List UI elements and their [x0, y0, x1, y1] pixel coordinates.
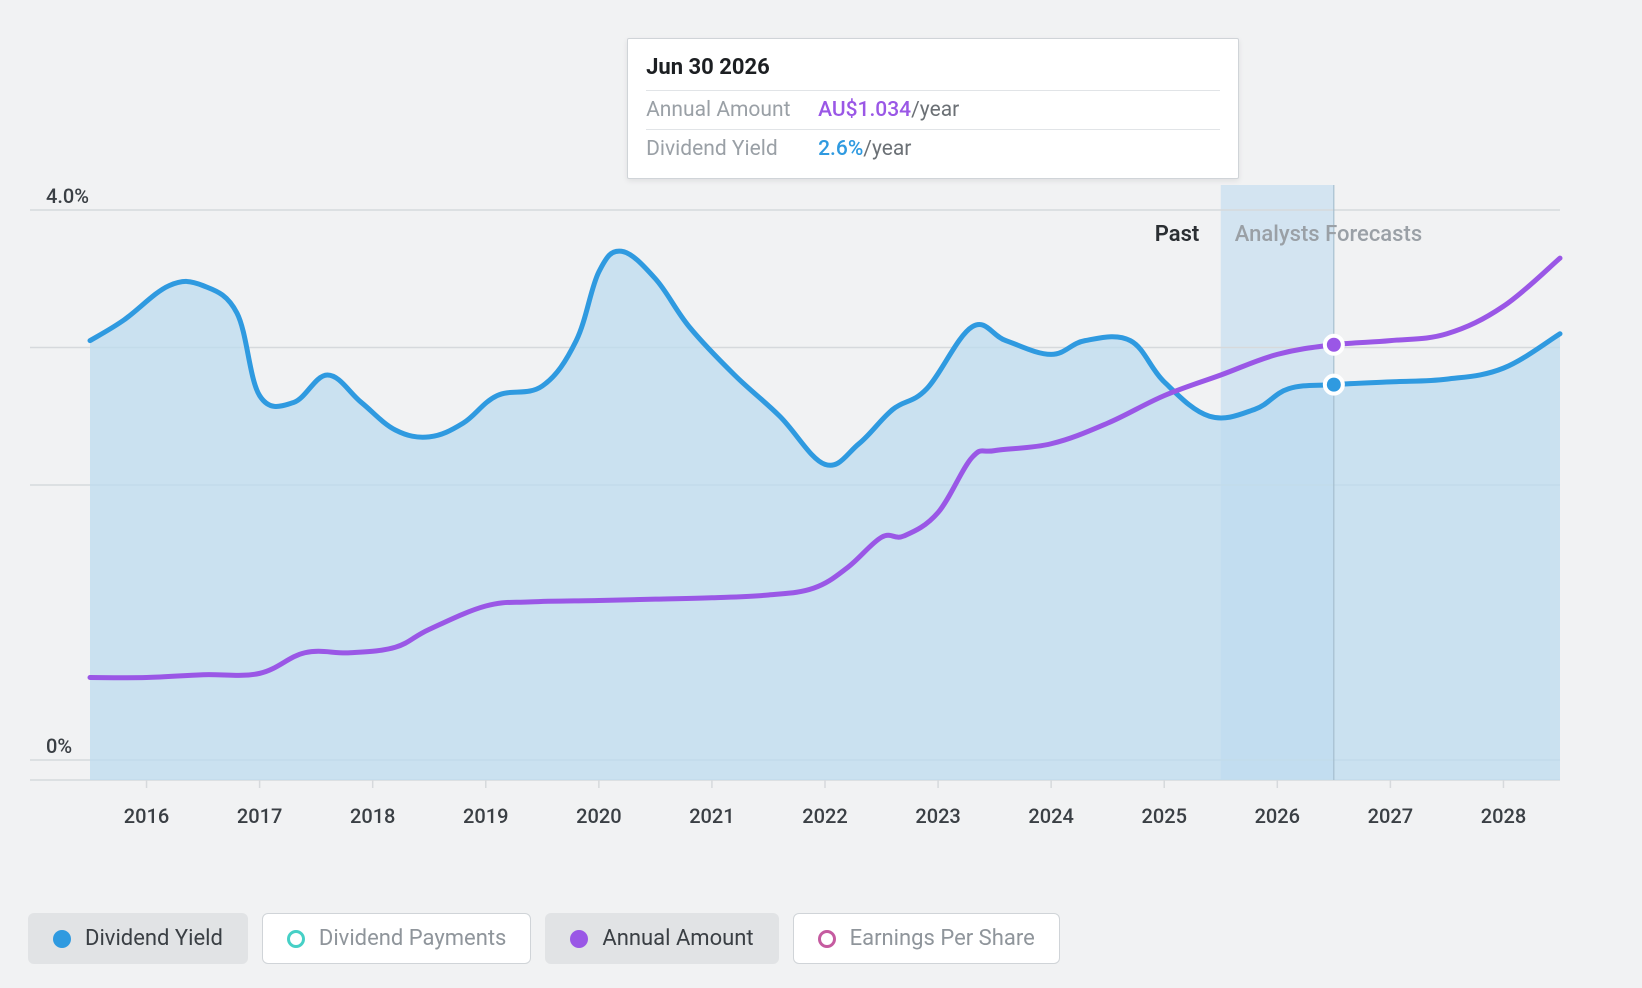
y-axis-label: 4.0%	[46, 184, 89, 208]
legend-dot-icon	[53, 930, 71, 948]
tooltip-row-label: Dividend Yield	[646, 137, 818, 161]
legend-dot-icon	[818, 930, 836, 948]
x-axis-label: 2026	[1255, 804, 1300, 828]
tooltip-row-label: Annual Amount	[646, 98, 818, 122]
legend-dot-icon	[287, 930, 305, 948]
legend-item[interactable]: Annual Amount	[545, 913, 778, 964]
x-axis-label: 2016	[124, 804, 169, 828]
x-axis-label: 2028	[1481, 804, 1526, 828]
tooltip-row-value: AU$1.034/year	[818, 98, 959, 122]
tooltip-row-value: 2.6%/year	[818, 137, 911, 161]
legend-item[interactable]: Dividend Payments	[262, 913, 532, 964]
x-axis-label: 2018	[350, 804, 395, 828]
legend-label: Earnings Per Share	[850, 926, 1035, 951]
x-axis-label: 2025	[1141, 804, 1186, 828]
legend: Dividend Yield Dividend Payments Annual Am…	[28, 913, 1060, 964]
legend-item[interactable]: Dividend Yield	[28, 913, 248, 964]
legend-label: Dividend Yield	[85, 926, 223, 951]
chart-container: Jun 30 2026 Annual AmountAU$1.034/yearDi…	[0, 0, 1642, 988]
tooltip: Jun 30 2026 Annual AmountAU$1.034/yearDi…	[627, 38, 1239, 179]
legend-label: Annual Amount	[602, 926, 753, 951]
x-axis-label: 2017	[237, 804, 282, 828]
x-axis-label: 2020	[576, 804, 621, 828]
tooltip-title: Jun 30 2026	[646, 49, 1220, 90]
legend-label: Dividend Payments	[319, 926, 507, 951]
x-axis-label: 2021	[689, 804, 734, 828]
region-label-forecast: Analysts Forecasts	[1235, 222, 1422, 247]
x-axis-label: 2027	[1368, 804, 1413, 828]
y-axis-label: 0%	[46, 734, 72, 758]
x-axis-label: 2022	[802, 804, 847, 828]
tooltip-row: Dividend Yield2.6%/year	[646, 129, 1220, 168]
x-axis-label: 2024	[1028, 804, 1073, 828]
region-label-past: Past	[1155, 222, 1200, 247]
x-axis-label: 2023	[915, 804, 960, 828]
legend-dot-icon	[570, 930, 588, 948]
x-axis-label: 2019	[463, 804, 508, 828]
tooltip-row: Annual AmountAU$1.034/year	[646, 90, 1220, 129]
legend-item[interactable]: Earnings Per Share	[793, 913, 1060, 964]
